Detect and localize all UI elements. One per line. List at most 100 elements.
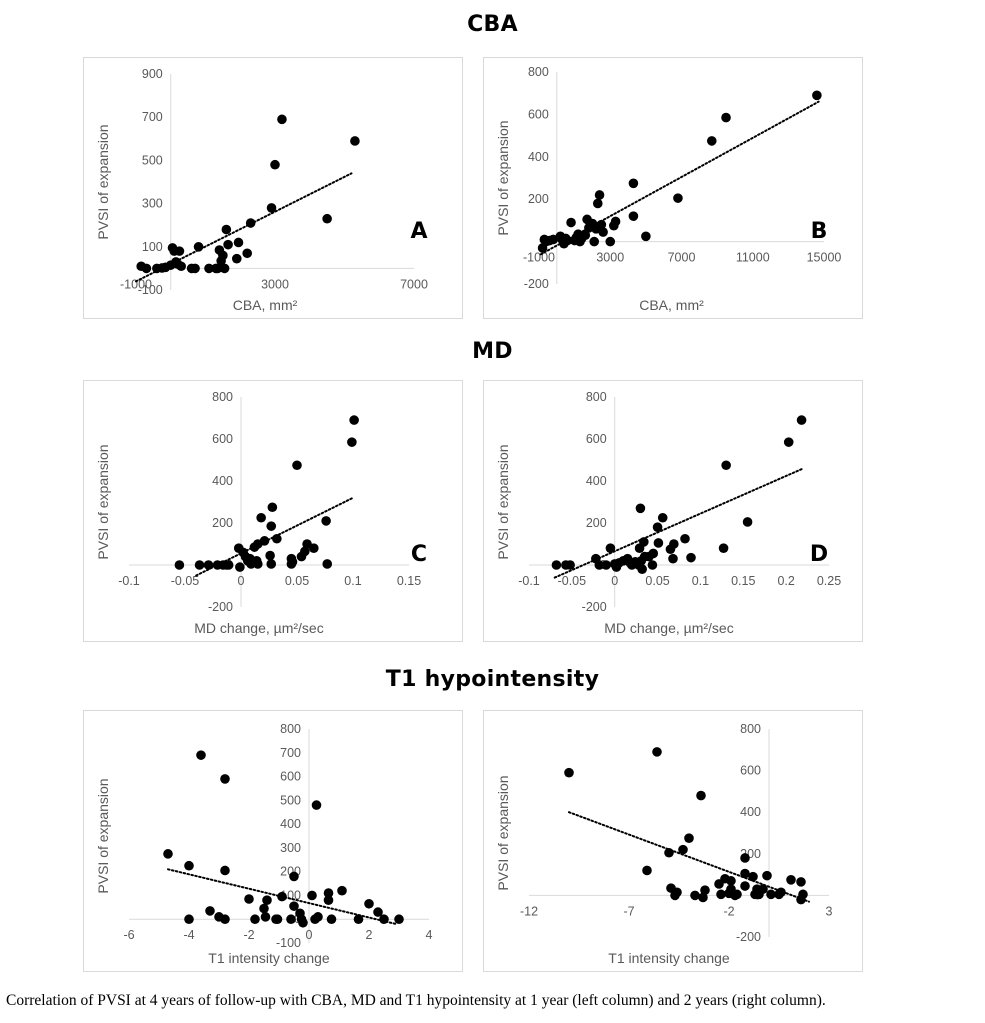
- section-title-cba: CBA: [467, 12, 518, 37]
- x-tick-label: -0.05: [558, 574, 587, 588]
- x-tick-label: -1000: [523, 251, 555, 265]
- y-tick-label: 800: [212, 390, 233, 404]
- data-point: [664, 847, 674, 858]
- data-point: [684, 833, 694, 843]
- y-tick-label: 600: [528, 107, 549, 121]
- data-point: [601, 560, 611, 570]
- y-tick-label: 700: [142, 110, 163, 124]
- data-point: [300, 546, 310, 557]
- data-point: [231, 253, 242, 264]
- data-point: [580, 230, 591, 241]
- y-tick-label: 600: [586, 432, 607, 446]
- data-point: [766, 889, 776, 900]
- data-point: [565, 560, 575, 570]
- x-tick-label: -6: [123, 928, 134, 942]
- x-tick-label: -4: [183, 928, 194, 942]
- x-tick-label: -2: [243, 928, 254, 942]
- data-point: [220, 774, 230, 784]
- data-point: [641, 231, 651, 242]
- section-title-md: MD: [472, 339, 513, 364]
- data-point: [174, 246, 185, 256]
- data-point: [598, 227, 608, 237]
- y-tick-label: 400: [586, 474, 607, 488]
- data-point: [292, 460, 302, 471]
- y-tick-label: 400: [280, 817, 301, 831]
- section-title-t1: T1 hypointensity: [385, 667, 600, 692]
- data-point: [270, 159, 280, 170]
- data-point: [220, 914, 230, 925]
- y-tick-label: 400: [740, 805, 761, 819]
- x-tick-label: 0.05: [285, 574, 309, 588]
- data-point: [194, 560, 205, 570]
- x-tick-label: -2: [723, 904, 734, 918]
- y-axis-label: PVSI of expansion: [95, 444, 111, 559]
- data-point: [652, 522, 663, 532]
- data-point: [605, 236, 616, 247]
- y-tick-label: -100: [276, 936, 301, 950]
- data-point: [163, 849, 173, 859]
- x-tick-label: 0: [238, 574, 245, 588]
- y-tick-label: 800: [528, 65, 549, 79]
- data-point: [594, 190, 605, 200]
- data-point: [262, 895, 272, 905]
- x-tick-label: 0.25: [817, 574, 841, 588]
- x-axis-label: MD change, µm²/sec: [604, 620, 733, 636]
- y-tick-label: -200: [582, 600, 607, 614]
- data-point: [592, 198, 603, 209]
- data-point: [289, 871, 299, 882]
- data-point: [216, 262, 226, 273]
- y-tick-label: 500: [142, 153, 163, 167]
- data-point: [700, 885, 710, 895]
- data-point: [721, 460, 731, 471]
- data-point: [322, 213, 332, 224]
- data-point: [721, 112, 731, 123]
- data-point: [628, 211, 639, 221]
- data-point: [205, 906, 215, 916]
- data-point: [740, 868, 750, 879]
- panel-label: A: [410, 219, 427, 244]
- x-tick-label: -12: [520, 904, 538, 918]
- scatter-chart-a: -100 100 300 500 700 900 -1000 3000 7000 CBA, mm²…: [95, 67, 428, 313]
- data-point: [796, 877, 806, 887]
- x-tick-label: 0.15: [731, 574, 755, 588]
- data-point: [680, 533, 690, 544]
- x-tick-label: -0.1: [118, 574, 140, 588]
- data-point: [740, 853, 750, 863]
- x-axis-label: MD change, µm²/sec: [194, 620, 323, 636]
- data-point: [287, 557, 298, 567]
- data-point: [812, 90, 822, 101]
- x-tick-label: 0.1: [692, 574, 709, 588]
- chart-panel-c: -2000200400600800-0.1-0.0500.050.10.15MD…: [83, 380, 463, 642]
- y-tick-label: 600: [212, 432, 233, 446]
- x-axis-label: CBA, mm²: [639, 297, 704, 313]
- y-tick-label: 300: [142, 197, 163, 211]
- data-point: [347, 437, 357, 447]
- data-point: [307, 890, 317, 901]
- chart-panel-a: -100 100 300 500 700 900 -1000 3000 7000 CBA, mm²…: [83, 57, 463, 319]
- x-tick-label: 0.05: [645, 574, 669, 588]
- data-point: [690, 890, 700, 901]
- data-point: [589, 236, 600, 247]
- data-point: [628, 178, 639, 189]
- data-point: [653, 538, 664, 548]
- data-point: [256, 512, 266, 523]
- figure-caption: Correlation of PVSI at 4 years of follow…: [6, 992, 826, 1009]
- data-point: [235, 562, 245, 572]
- data-point: [184, 914, 194, 925]
- y-tick-label: -200: [208, 600, 233, 614]
- data-point: [272, 533, 282, 544]
- data-point: [203, 560, 214, 570]
- x-tick-label: 15000: [807, 251, 842, 265]
- data-point: [678, 844, 688, 855]
- x-tick-label: 0.15: [397, 574, 421, 588]
- data-point: [762, 870, 772, 881]
- data-point: [776, 887, 786, 898]
- chart-panel-d: -2000200400600800-0.1-0.0500.050.10.150.…: [483, 380, 863, 642]
- data-point: [326, 914, 337, 925]
- data-point: [718, 543, 729, 553]
- data-point: [783, 437, 794, 447]
- data-point: [657, 512, 668, 523]
- x-tick-label: 2: [366, 928, 373, 942]
